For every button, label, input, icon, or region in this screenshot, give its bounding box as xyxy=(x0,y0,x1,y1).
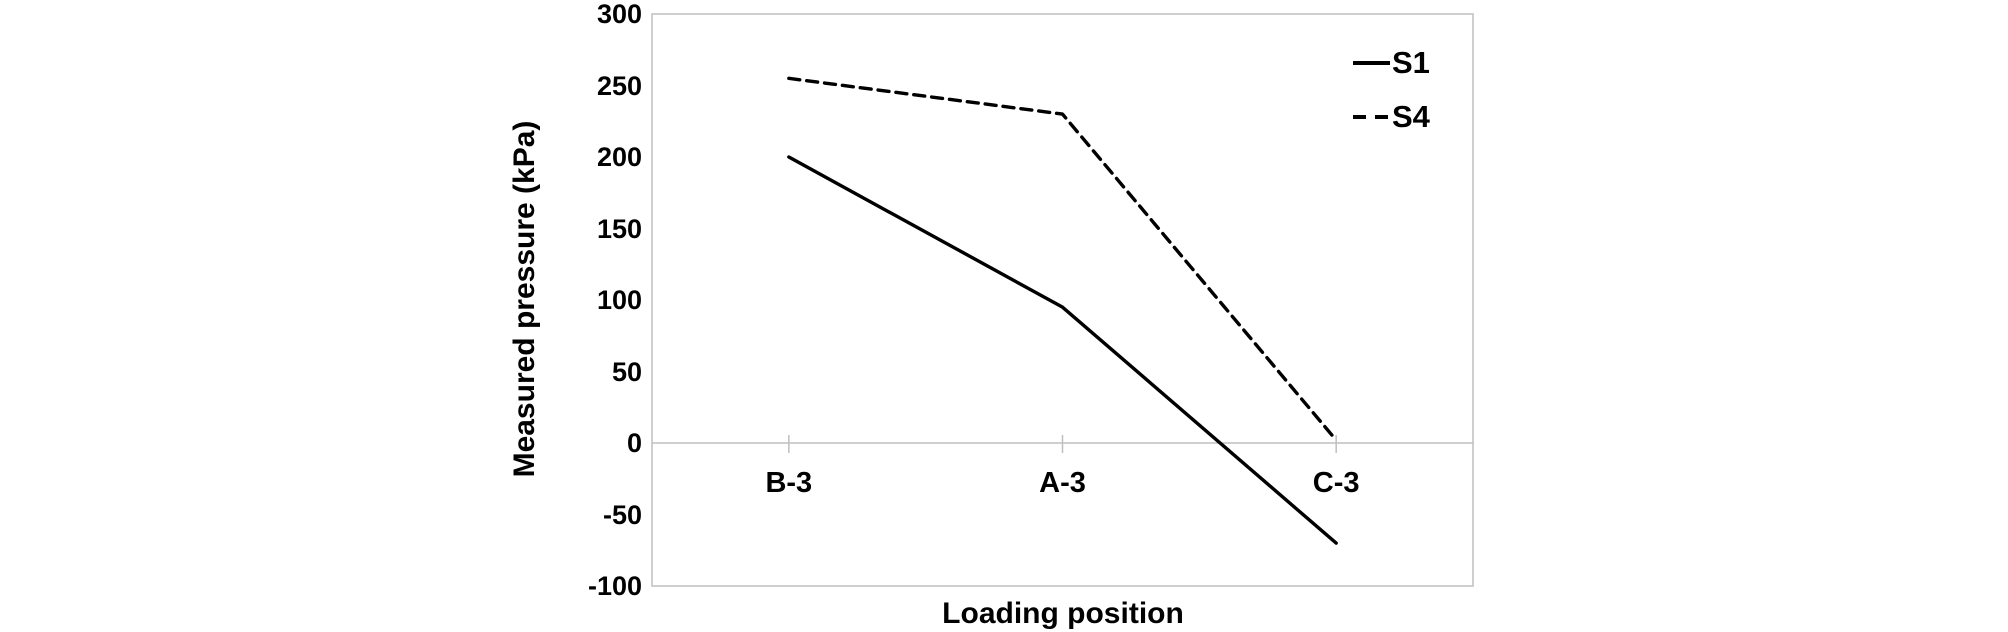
y-tick-label-100: 100 xyxy=(596,285,642,315)
s4-dashed-line-sample-icon xyxy=(1353,114,1390,119)
x-tick-label-c-3: C-3 xyxy=(1312,467,1360,499)
legend-entry-s4: S4 xyxy=(1352,96,1430,137)
y-tick-label-200: 200 xyxy=(596,142,642,172)
y-tick-label-0: 0 xyxy=(626,428,642,458)
x-tick-label-a-3: A-3 xyxy=(1039,467,1086,499)
s1-solid-line-sample-icon xyxy=(1353,60,1390,65)
y-axis-title: Measured pressure (kPa) xyxy=(508,120,541,478)
legend-label-s1: S1 xyxy=(1392,45,1430,80)
x-tick-label-b-3: B-3 xyxy=(765,467,813,499)
y-tick-label-300: 300 xyxy=(596,0,642,29)
series-line-s1 xyxy=(787,155,1338,545)
y-tick-label-50: 50 xyxy=(611,356,642,387)
y-tick-label-150: 150 xyxy=(596,213,642,244)
legend-label-s4: S4 xyxy=(1392,99,1430,134)
y-tick-label--50: -50 xyxy=(602,499,642,530)
x-axis-title: Loading position xyxy=(942,597,1184,630)
series-line-s4 xyxy=(787,76,1338,442)
y-tick-label--100: -100 xyxy=(587,571,642,601)
plot-area-border xyxy=(651,13,1474,587)
legend-entry-s1: S1 xyxy=(1352,42,1430,83)
y-tick-label-250: 250 xyxy=(596,70,642,101)
chart-legend: S1 S4 xyxy=(1352,42,1430,137)
